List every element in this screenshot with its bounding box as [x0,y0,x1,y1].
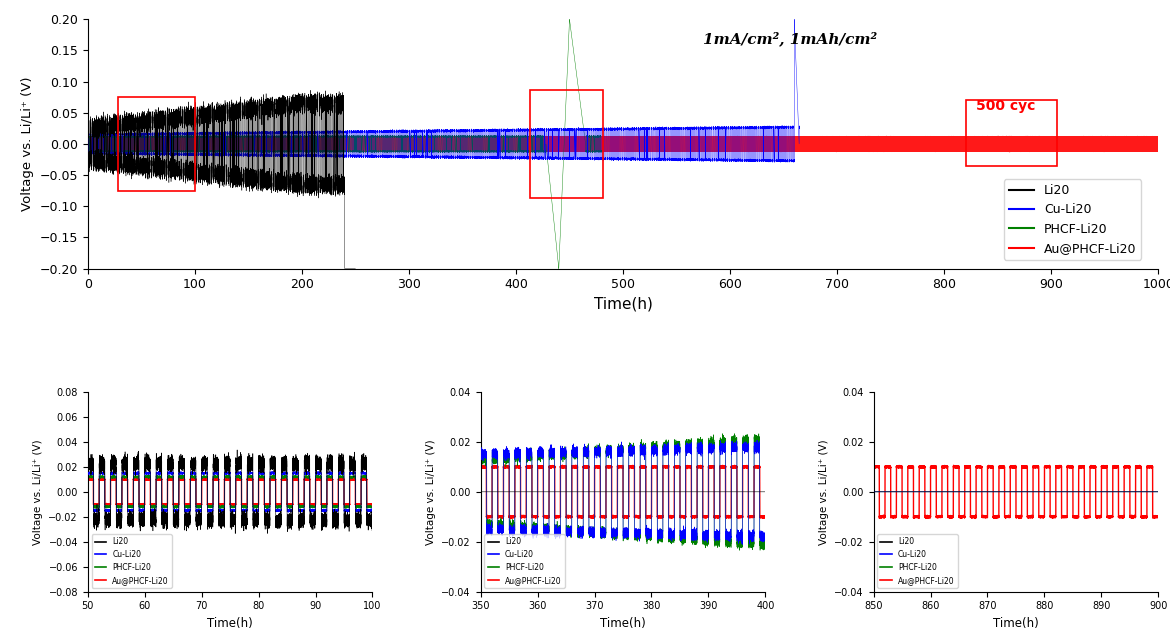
Bar [530,91,603,197]
Legend: Li20, Cu-Li20, PHCF-Li20, Au@PHCF-Li20: Li20, Cu-Li20, PHCF-Li20, Au@PHCF-Li20 [1004,179,1142,260]
Y-axis label: Voltage vs. Li/Li⁺ (V): Voltage vs. Li/Li⁺ (V) [819,439,828,545]
Legend: Li20, Cu-Li20, PHCF-Li20, Au@PHCF-Li20: Li20, Cu-Li20, PHCF-Li20, Au@PHCF-Li20 [484,534,565,588]
X-axis label: Time(h): Time(h) [207,617,253,630]
Y-axis label: Voltage vs. Li/Li⁺ (V): Voltage vs. Li/Li⁺ (V) [33,439,43,545]
Y-axis label: Voltage vs. Li/Li⁺ (V): Voltage vs. Li/Li⁺ (V) [21,77,34,211]
Legend: Li20, Cu-Li20, PHCF-Li20, Au@PHCF-Li20: Li20, Cu-Li20, PHCF-Li20, Au@PHCF-Li20 [91,534,172,588]
Y-axis label: Voltage vs. Li/Li⁺ (V): Voltage vs. Li/Li⁺ (V) [426,439,435,545]
X-axis label: Time(h): Time(h) [593,297,653,312]
Legend: Li20, Cu-Li20, PHCF-Li20, Au@PHCF-Li20: Li20, Cu-Li20, PHCF-Li20, Au@PHCF-Li20 [878,534,958,588]
Text: 1mA/cm², 1mAh/cm²: 1mA/cm², 1mAh/cm² [703,32,878,46]
Text: 500 cyc: 500 cyc [976,98,1035,113]
Bar [118,96,194,192]
X-axis label: Time(h): Time(h) [993,617,1039,630]
Bar [965,100,1057,166]
X-axis label: Time(h): Time(h) [600,617,646,630]
